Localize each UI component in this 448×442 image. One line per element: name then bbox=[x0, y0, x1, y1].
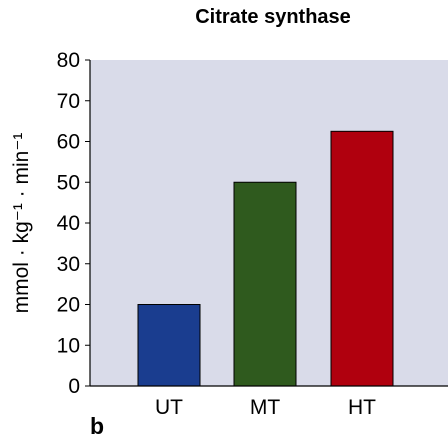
panel-label: b bbox=[90, 413, 104, 439]
y-tick-label: 10 bbox=[57, 334, 80, 357]
y-axis-label: mmol · kg⁻¹ · min⁻¹ bbox=[10, 133, 33, 314]
x-labels-group: UT MT HT bbox=[155, 396, 376, 419]
y-tick-label: 80 bbox=[57, 49, 80, 72]
y-tick-label: 40 bbox=[57, 212, 80, 235]
y-tick-label: 70 bbox=[57, 90, 80, 113]
bars-group bbox=[137, 130, 394, 387]
x-tick-label-mt: MT bbox=[250, 396, 280, 419]
bar-ht bbox=[330, 130, 394, 387]
x-tick-label-ht: HT bbox=[348, 396, 376, 419]
y-tick-label: 60 bbox=[57, 131, 80, 154]
y-ticks-group: 0 10 20 30 40 50 60 70 80 bbox=[57, 49, 90, 398]
bar-ut bbox=[137, 304, 201, 387]
y-tick-label: 30 bbox=[57, 253, 80, 276]
x-tick-label-ut: UT bbox=[155, 396, 183, 419]
y-tick-label: 50 bbox=[57, 171, 80, 194]
bar-mt bbox=[233, 181, 297, 387]
chart-title: Citrate synthase bbox=[195, 6, 351, 28]
y-tick-label: 0 bbox=[68, 375, 80, 398]
y-tick-label: 20 bbox=[57, 294, 80, 317]
